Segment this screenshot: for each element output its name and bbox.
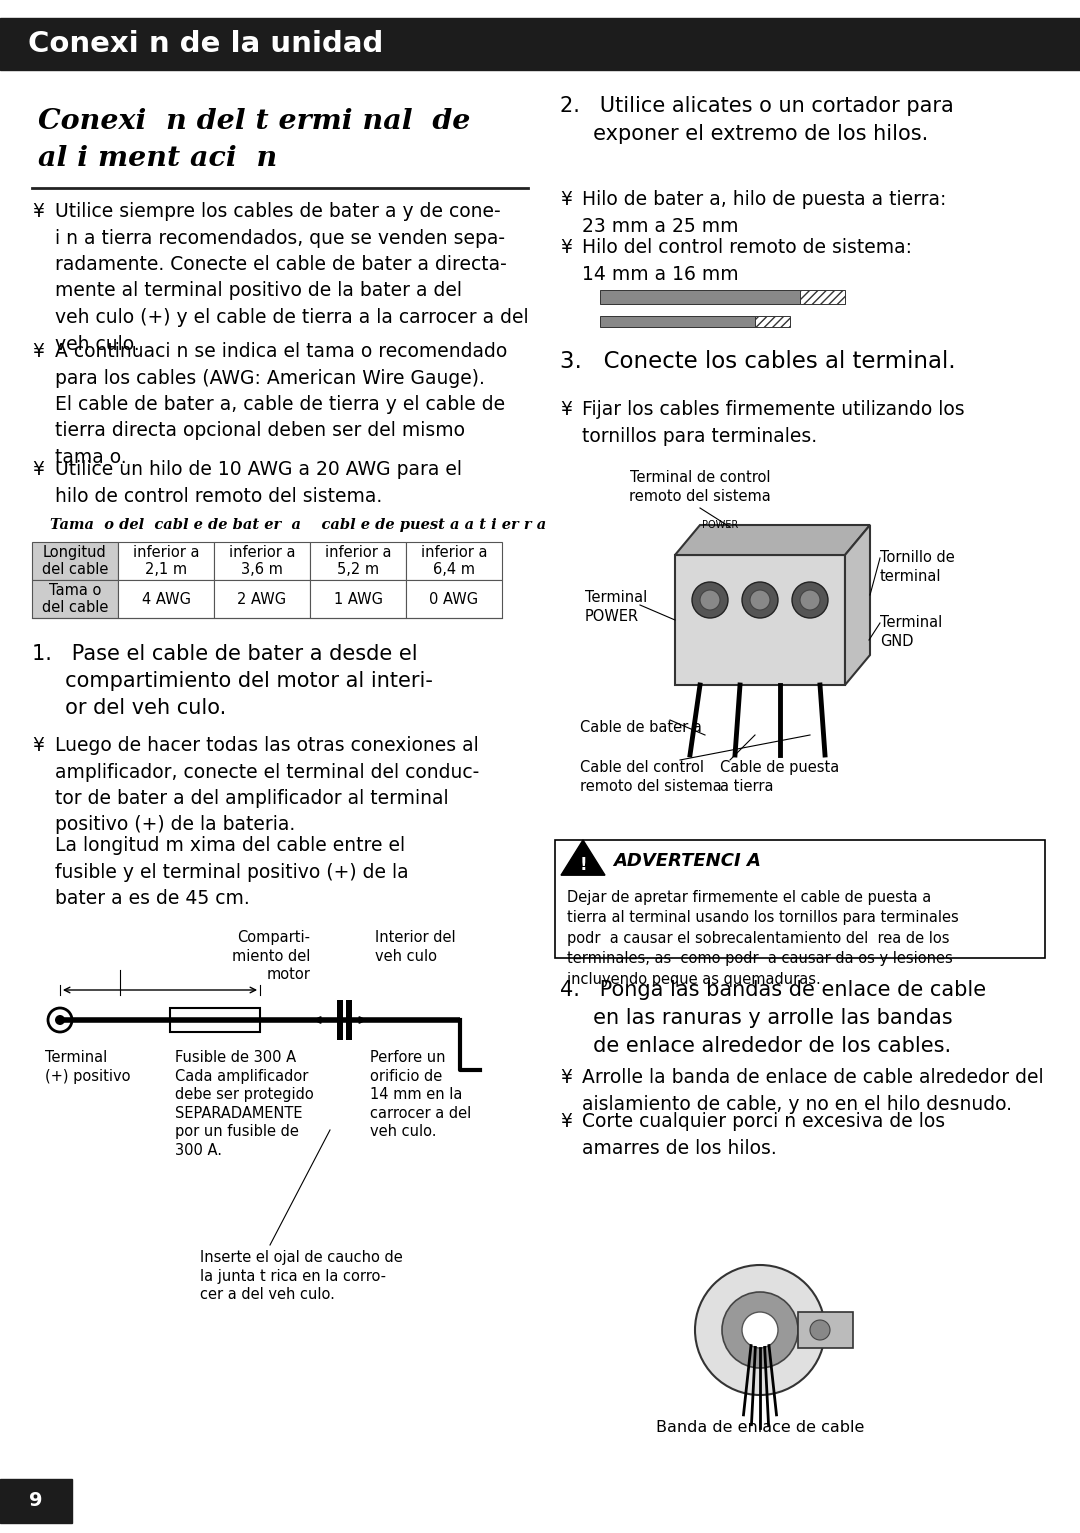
Text: Banda de enlace de cable: Banda de enlace de cable [656, 1420, 864, 1435]
Text: inferior a
6,4 m: inferior a 6,4 m [421, 544, 487, 578]
Circle shape [692, 583, 728, 618]
Text: Perfore un
orificio de
14 mm en la
carrocer a del
veh culo.: Perfore un orificio de 14 mm en la carro… [370, 1050, 471, 1139]
Circle shape [792, 583, 828, 618]
Bar [118, 579, 214, 618]
Text: Terminal de control
remoto del sistema: Terminal de control remoto del sistema [630, 471, 771, 504]
Circle shape [696, 1265, 825, 1395]
Bar [337, 1000, 343, 1039]
Circle shape [750, 590, 770, 610]
Circle shape [55, 1015, 65, 1026]
Bar [0, 18, 1080, 71]
Bar [346, 1000, 352, 1039]
Bar [600, 290, 800, 304]
Bar [310, 543, 406, 579]
Circle shape [48, 1009, 72, 1032]
Bar [170, 1009, 260, 1032]
Text: ADVERTENCI A: ADVERTENCI A [613, 852, 761, 871]
Polygon shape [561, 840, 605, 875]
Circle shape [742, 1312, 778, 1348]
Text: ¥: ¥ [561, 190, 572, 208]
Text: 1.   Pase el cable de bater a desde el
     compartimiento del motor al interi-
: 1. Pase el cable de bater a desde el com… [32, 644, 433, 719]
Text: Cable de bater a: Cable de bater a [580, 721, 702, 734]
Text: ¥: ¥ [561, 1111, 572, 1131]
Text: Utilice un hilo de 10 AWG a 20 AWG para el
hilo de control remoto del sistema.: Utilice un hilo de 10 AWG a 20 AWG para … [55, 460, 462, 506]
Text: POWER: POWER [702, 520, 738, 530]
Bar [600, 316, 755, 327]
Text: 4.   Ponga las bandas de enlace de cable
     en las ranuras y arrolle las banda: 4. Ponga las bandas de enlace de cable e… [561, 980, 986, 1056]
Bar [755, 316, 789, 327]
Text: Terminal
POWER: Terminal POWER [585, 590, 647, 624]
Text: Inserte el ojal de caucho de
la junta t rica en la corro-
cer a del veh culo.: Inserte el ojal de caucho de la junta t … [200, 1249, 403, 1302]
Text: 3.   Conecte los cables al terminal.: 3. Conecte los cables al terminal. [561, 350, 956, 373]
Bar [0, 1479, 72, 1522]
Text: Cable del control
remoto del sistema: Cable del control remoto del sistema [580, 760, 721, 794]
Text: al i ment aci  n: al i ment aci n [38, 146, 278, 172]
Polygon shape [845, 524, 870, 685]
Text: Fusible de 300 A
Cada amplificador
debe ser protegido
SEPARADAMENTE
por un fusib: Fusible de 300 A Cada amplificador debe … [175, 1050, 314, 1157]
Text: Conexi n de la unidad: Conexi n de la unidad [28, 31, 383, 58]
Text: Fijar los cables firmemente utilizando los
tornillos para terminales.: Fijar los cables firmemente utilizando l… [582, 400, 964, 446]
Circle shape [700, 590, 720, 610]
Text: A continuaci n se indica el tama o recomendado
para los cables (AWG: American Wi: A continuaci n se indica el tama o recom… [55, 342, 508, 468]
Text: ¥: ¥ [32, 736, 44, 754]
Text: ¥: ¥ [561, 1069, 572, 1087]
Polygon shape [675, 524, 870, 555]
Text: ¥: ¥ [32, 202, 44, 221]
Text: inferior a
2,1 m: inferior a 2,1 m [133, 544, 199, 578]
Bar [118, 543, 214, 579]
Bar [800, 290, 845, 304]
Text: Terminal
(+) positivo: Terminal (+) positivo [45, 1050, 131, 1084]
Text: 2 AWG: 2 AWG [238, 592, 286, 607]
Bar [310, 579, 406, 618]
Text: Luego de hacer todas las otras conexiones al
amplificador, conecte el terminal d: Luego de hacer todas las otras conexione… [55, 736, 480, 834]
Text: 4 AWG: 4 AWG [141, 592, 190, 607]
Bar [406, 543, 502, 579]
Text: Arrolle la banda de enlace de cable alrededor del
aislamiento de cable, y no en : Arrolle la banda de enlace de cable alre… [582, 1069, 1043, 1113]
Text: 2.   Utilice alicates o un cortador para
     exponer el extremo de los hilos.: 2. Utilice alicates o un cortador para e… [561, 97, 954, 144]
Circle shape [742, 583, 778, 618]
Text: 1 AWG: 1 AWG [334, 592, 382, 607]
Text: Corte cualquier porci n excesiva de los
amarres de los hilos.: Corte cualquier porci n excesiva de los … [582, 1111, 945, 1157]
Bar [32, 543, 118, 579]
Text: Tama o
del cable: Tama o del cable [42, 583, 108, 615]
Text: Interior del
veh culo: Interior del veh culo [375, 931, 456, 964]
Circle shape [810, 1320, 831, 1340]
Bar [406, 579, 502, 618]
Bar [32, 579, 118, 618]
Bar [798, 1312, 853, 1348]
Text: inferior a
3,6 m: inferior a 3,6 m [229, 544, 295, 578]
Text: Tama  o del  cabl e de bat er  a    cabl e de puest a a t i er r a: Tama o del cabl e de bat er a cabl e de … [50, 518, 546, 532]
Bar [214, 579, 310, 618]
Bar [214, 543, 310, 579]
Text: 9: 9 [29, 1492, 43, 1510]
Text: 0 AWG: 0 AWG [430, 592, 478, 607]
Bar [555, 840, 1045, 958]
Text: Utilice siempre los cables de bater a y de cone-
i n a tierra recomendados, que : Utilice siempre los cables de bater a y … [55, 202, 528, 354]
Text: ¥: ¥ [561, 238, 572, 258]
Text: Conexi  n del t ermi nal  de: Conexi n del t ermi nal de [38, 107, 471, 135]
Text: Dejar de apretar firmemente el cable de puesta a
tierra al terminal usando los t: Dejar de apretar firmemente el cable de … [567, 891, 959, 987]
Text: ¥: ¥ [32, 460, 44, 478]
Text: Comparti-
miento del
motor: Comparti- miento del motor [231, 931, 310, 983]
Text: ¥: ¥ [561, 400, 572, 419]
Text: Longitud
del cable: Longitud del cable [42, 544, 108, 578]
Text: Cable de puesta
a tierra: Cable de puesta a tierra [720, 760, 839, 794]
Text: Terminal
GND: Terminal GND [880, 615, 942, 648]
Circle shape [723, 1292, 798, 1367]
Text: Hilo del control remoto de sistema:
14 mm a 16 mm: Hilo del control remoto de sistema: 14 m… [582, 238, 912, 284]
Text: Tornillo de
terminal: Tornillo de terminal [880, 550, 955, 584]
Text: !: ! [579, 855, 586, 874]
Bar [675, 555, 845, 685]
Text: Hilo de bater a, hilo de puesta a tierra:
23 mm a 25 mm: Hilo de bater a, hilo de puesta a tierra… [582, 190, 946, 236]
Text: ¥: ¥ [32, 342, 44, 360]
Circle shape [800, 590, 820, 610]
Text: La longitud m xima del cable entre el
fusible y el terminal positivo (+) de la
b: La longitud m xima del cable entre el fu… [55, 835, 408, 908]
Text: inferior a
5,2 m: inferior a 5,2 m [325, 544, 391, 578]
